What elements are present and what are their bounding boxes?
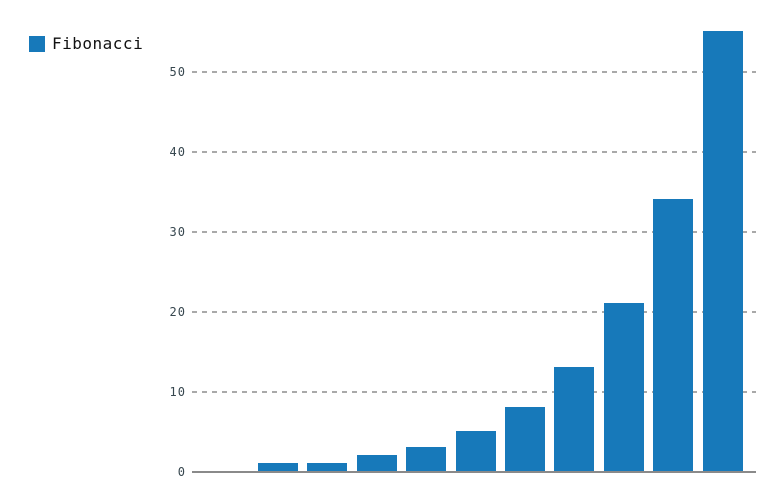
legend-swatch-icon bbox=[29, 36, 45, 52]
y-tick-label-40: 40 bbox=[169, 145, 186, 159]
gridline-y-40 bbox=[192, 151, 756, 153]
legend-label: Fibonacci bbox=[52, 34, 144, 53]
y-tick-label-30: 30 bbox=[169, 225, 186, 239]
bar-2 bbox=[307, 463, 348, 471]
bar-1 bbox=[258, 463, 298, 471]
plot-area bbox=[192, 0, 756, 473]
bar-4 bbox=[406, 447, 447, 471]
gridline-y-50 bbox=[192, 71, 756, 73]
y-tick-label-0: 0 bbox=[177, 465, 186, 479]
bar-9 bbox=[653, 199, 694, 471]
bar-3 bbox=[356, 455, 397, 471]
x-axis-baseline bbox=[192, 471, 756, 473]
y-tick-label-50: 50 bbox=[169, 65, 186, 79]
chart-legend: Fibonacci bbox=[29, 36, 143, 52]
y-tick-label-20: 20 bbox=[169, 305, 186, 319]
y-axis-tick-labels: 0 10 20 30 40 50 bbox=[0, 0, 186, 479]
bar-6 bbox=[505, 407, 545, 471]
gridline-y-30 bbox=[192, 231, 756, 233]
y-tick-label-10: 10 bbox=[169, 385, 186, 399]
bar-5 bbox=[455, 431, 496, 471]
gridline-y-20 bbox=[192, 311, 756, 313]
gridline-y-10 bbox=[192, 391, 756, 393]
bar-10 bbox=[702, 31, 743, 471]
bar-8 bbox=[603, 303, 644, 471]
bar-7 bbox=[554, 367, 595, 471]
